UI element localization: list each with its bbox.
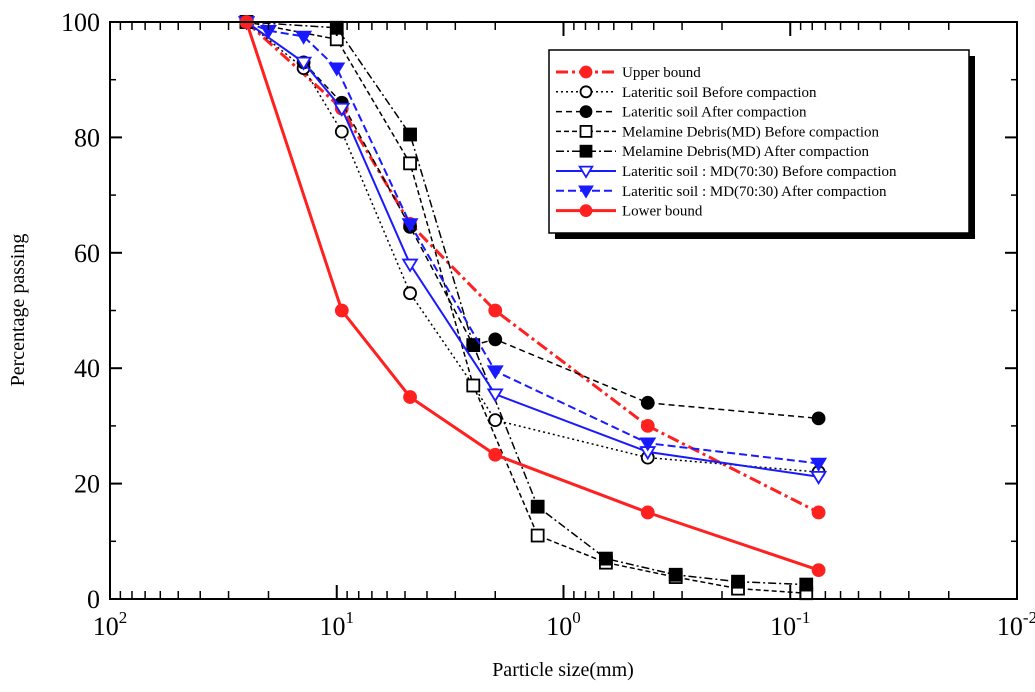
series-8 [239, 15, 826, 578]
x-tick-label: 10-2 [997, 608, 1035, 641]
legend-label: Lateritic soil : MD(70:30) After compact… [622, 184, 887, 200]
data-point [328, 62, 346, 77]
data-point [811, 563, 826, 578]
legend-item: Upper bound [556, 65, 701, 81]
data-point [295, 56, 313, 71]
data-point [811, 505, 826, 520]
legend: Upper bound Lateritic soil Before compact… [548, 49, 975, 239]
data-point [334, 303, 349, 318]
series-line [246, 21, 819, 420]
data-point [334, 124, 349, 139]
data-point [403, 390, 417, 404]
x-tick-exponent: -2 [1023, 608, 1035, 627]
legend-item: Melamine Debris(MD) After compaction [556, 144, 870, 160]
data-point [466, 378, 481, 393]
legend-label: Melamine Debris(MD) Before compaction [622, 124, 879, 140]
legend-item: Melamine Debris(MD) Before compaction [556, 124, 879, 140]
data-point [810, 470, 828, 486]
data-point [640, 505, 655, 520]
x-axis-label: Particle size(mm) [492, 659, 634, 681]
series-line [246, 21, 819, 473]
data-point [810, 457, 828, 472]
data-point [488, 332, 503, 347]
x-tick-base: 10 [770, 612, 796, 641]
series-group [238, 15, 828, 601]
data-point [579, 125, 593, 138]
y-tick-label: 80 [74, 123, 100, 152]
data-point [530, 499, 545, 514]
legend-label: Lateritic soil After compaction [622, 105, 807, 121]
y-tick-label: 0 [87, 585, 100, 614]
data-point [640, 418, 655, 433]
x-tick-label: 102 [93, 608, 128, 641]
data-point [486, 365, 504, 380]
data-point [811, 411, 826, 426]
data-point [599, 551, 613, 566]
data-point [578, 165, 594, 179]
data-point [295, 30, 313, 45]
x-tick-exponent: 1 [346, 608, 355, 627]
y-tick-label: 100 [61, 8, 100, 37]
x-tick-exponent: 0 [572, 608, 581, 627]
series-line [246, 21, 807, 594]
y-tick-label: 40 [74, 354, 100, 383]
y-axis-label: Percentage passing [7, 234, 29, 387]
legend-label: Upper bound [622, 65, 701, 81]
legend-label: Lower bound [622, 204, 703, 220]
data-point [579, 105, 593, 118]
x-tick-label: 10-1 [770, 608, 810, 641]
x-tick-base: 10 [997, 612, 1023, 641]
data-point [403, 127, 417, 142]
data-point [639, 437, 657, 452]
x-tick-exponent: -1 [796, 608, 810, 627]
legend-box [548, 49, 970, 234]
series-line [245, 21, 820, 572]
legend-label: Lateritic soil Before compaction [622, 85, 817, 101]
data-point [579, 204, 593, 218]
series-6 [238, 16, 828, 486]
data-point [488, 303, 503, 318]
series-line [245, 20, 820, 514]
data-point [799, 577, 814, 592]
data-point [530, 528, 545, 543]
data-point [579, 65, 593, 79]
legend-item: Lateritic soil Before compaction [556, 85, 817, 101]
data-point [333, 102, 351, 117]
series-5 [239, 15, 814, 592]
data-point [466, 338, 481, 353]
legend-label: Lateritic soil : MD(70:30) Before compac… [622, 164, 897, 180]
data-point [488, 447, 503, 462]
legend-item: Lateritic soil : MD(70:30) Before compac… [556, 164, 897, 180]
data-point [731, 574, 745, 589]
data-point [403, 286, 417, 301]
data-point [401, 218, 419, 233]
series-line [246, 21, 819, 465]
x-tick-base: 10 [93, 612, 119, 641]
data-point [579, 85, 593, 99]
x-tick-exponent: 2 [119, 608, 128, 627]
x-tick-base: 10 [546, 612, 572, 641]
x-tick-base: 10 [320, 612, 346, 641]
data-point [488, 413, 503, 428]
legend-item: Lateritic soil After compaction [556, 105, 807, 121]
data-point [579, 144, 593, 158]
data-point [640, 395, 655, 410]
x-tick-label: 101 [320, 608, 355, 641]
data-point [668, 567, 683, 582]
data-point [403, 156, 417, 171]
data-point [486, 388, 504, 403]
y-tick-label: 20 [74, 470, 100, 499]
data-point [401, 258, 419, 273]
legend-label: Melamine Debris(MD) After compaction [622, 144, 870, 160]
data-point [578, 185, 594, 199]
x-tick-label: 100 [546, 608, 581, 641]
legend-item: Lateritic soil : MD(70:30) After compact… [556, 184, 887, 200]
legend-item: Lower bound [556, 204, 703, 220]
y-tick-label: 60 [74, 239, 100, 268]
